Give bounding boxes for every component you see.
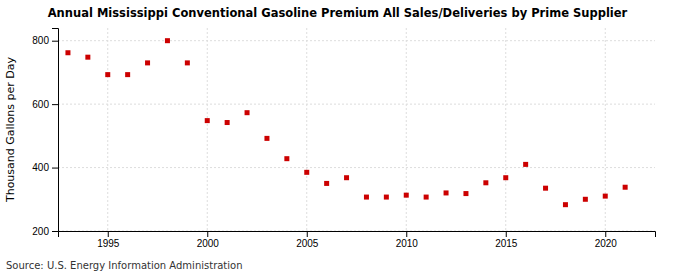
point (384, 195, 389, 200)
y-grid-line (58, 167, 655, 168)
point (424, 195, 429, 200)
x-tick-label: 2005 (296, 238, 319, 249)
points (65, 38, 627, 207)
point (364, 195, 369, 200)
x-axis-line (59, 232, 656, 238)
point (125, 72, 130, 77)
point (105, 72, 110, 77)
x-tick-mark (506, 231, 507, 237)
x-tick: 2005 (296, 231, 319, 249)
x-axis: 1995 2000 2005 2010 2015 2020 (59, 231, 656, 249)
x-grid-line (207, 28, 208, 231)
y-tick-label: 400 (32, 162, 49, 173)
x-tick-mark (406, 231, 407, 237)
point (284, 156, 289, 161)
x-grid-line (406, 28, 407, 231)
point (324, 181, 329, 186)
point (503, 175, 508, 180)
point (344, 175, 349, 180)
x-tick-mark (307, 231, 308, 237)
point (543, 186, 548, 191)
x-grid-line (505, 28, 506, 231)
point (483, 180, 488, 185)
y-tick: 600 (32, 99, 58, 110)
x-tick: 1995 (97, 231, 120, 249)
x-tick-mark (605, 231, 606, 237)
x-tick-label: 2020 (595, 238, 618, 249)
y-tick: 400 (32, 162, 58, 173)
point (583, 197, 588, 202)
plot-area: 1995 2000 2005 2010 2015 2020 200 400 600 800 (32, 28, 655, 249)
y-axis: 200 400 600 800 (32, 29, 58, 237)
y-tick-mark (52, 104, 58, 105)
point (563, 202, 568, 207)
point (444, 190, 449, 195)
point (264, 136, 269, 141)
x-grid-line (306, 28, 307, 231)
point (185, 60, 190, 65)
point (85, 55, 90, 60)
y-grid-line (58, 104, 655, 105)
point (245, 110, 250, 115)
y-tick-label: 200 (32, 226, 49, 237)
x-tick-label: 2015 (495, 238, 518, 249)
x-tick: 2015 (495, 231, 518, 249)
y-tick-mark (52, 168, 58, 169)
point (165, 38, 170, 43)
y-tick-mark (52, 41, 58, 42)
point (463, 191, 468, 196)
x-grid-line (107, 28, 108, 231)
x-tick-label: 1995 (97, 238, 120, 249)
point (603, 194, 608, 199)
y-tick: 800 (32, 35, 58, 46)
point (404, 193, 409, 198)
point (523, 162, 528, 167)
x-tick-mark (207, 231, 208, 237)
y-grid-line (58, 40, 655, 41)
title: Annual Mississippi Conventional Gasoline… (48, 6, 628, 20)
x-tick-mark (108, 231, 109, 237)
y-tick-label: 600 (32, 99, 49, 110)
y-axis-title: Thousand Gallons per Day (4, 56, 17, 203)
y-tick-label: 800 (32, 35, 49, 46)
source: Source: U.S. Energy Information Administ… (6, 260, 243, 271)
point (623, 185, 628, 190)
x-tick-label: 2010 (396, 238, 419, 249)
grid (58, 28, 655, 231)
point (304, 170, 309, 175)
point (225, 120, 230, 125)
x-grid-line (605, 28, 606, 231)
point (205, 118, 210, 123)
x-tick: 2020 (595, 231, 618, 249)
y-axis-line (52, 29, 59, 232)
x-tick-label: 2000 (197, 238, 220, 249)
x-tick: 2000 (197, 231, 220, 249)
point (65, 50, 70, 55)
x-tick: 2010 (396, 231, 419, 249)
y-tick: 200 (32, 226, 58, 237)
chart: 1995 2000 2005 2010 2015 2020 200 400 600 800 Thou… (0, 0, 675, 275)
y-tick-mark (52, 231, 58, 232)
point (145, 60, 150, 65)
